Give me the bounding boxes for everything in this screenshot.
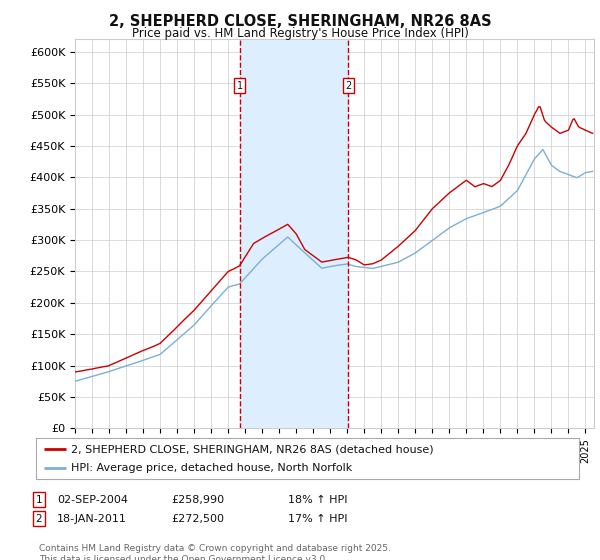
Text: 18-JAN-2011: 18-JAN-2011 — [57, 514, 127, 524]
Text: HPI: Average price, detached house, North Norfolk: HPI: Average price, detached house, Nort… — [71, 463, 353, 473]
Text: £258,990: £258,990 — [171, 494, 224, 505]
Text: 18% ↑ HPI: 18% ↑ HPI — [288, 494, 347, 505]
Text: Contains HM Land Registry data © Crown copyright and database right 2025.
This d: Contains HM Land Registry data © Crown c… — [39, 544, 391, 560]
Text: 17% ↑ HPI: 17% ↑ HPI — [288, 514, 347, 524]
Text: Price paid vs. HM Land Registry's House Price Index (HPI): Price paid vs. HM Land Registry's House … — [131, 27, 469, 40]
Text: 1: 1 — [35, 494, 43, 505]
Text: 1: 1 — [236, 81, 242, 91]
Text: 2, SHEPHERD CLOSE, SHERINGHAM, NR26 8AS (detached house): 2, SHEPHERD CLOSE, SHERINGHAM, NR26 8AS … — [71, 445, 434, 454]
Text: £272,500: £272,500 — [171, 514, 224, 524]
Text: 02-SEP-2004: 02-SEP-2004 — [57, 494, 128, 505]
Text: 2: 2 — [345, 81, 351, 91]
Text: 2, SHEPHERD CLOSE, SHERINGHAM, NR26 8AS: 2, SHEPHERD CLOSE, SHERINGHAM, NR26 8AS — [109, 14, 491, 29]
Bar — [239, 39, 348, 428]
Text: 2: 2 — [35, 514, 43, 524]
